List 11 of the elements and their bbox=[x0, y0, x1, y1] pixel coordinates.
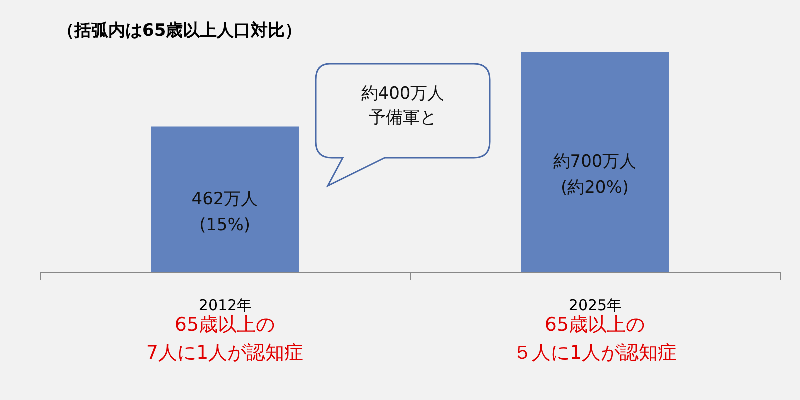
x-tick-label: 2025年 bbox=[568, 296, 622, 314]
annotation: 約400万人 bbox=[360, 83, 446, 106]
text: 7人に1人が認知症 bbox=[146, 342, 304, 364]
text: ５人に1人が認知症 bbox=[512, 342, 678, 364]
data-label: 462万人 (15%) bbox=[192, 189, 258, 236]
chart-title: （括弧内は65歳以上人口対比） bbox=[58, 21, 302, 41]
text: 65歳以上の bbox=[174, 314, 276, 336]
annotation: 予備軍と bbox=[368, 107, 438, 130]
x-tick-label: 2012年 bbox=[198, 296, 252, 314]
data-label: 約700万人 (約20%) bbox=[553, 152, 637, 198]
text: 65歳以上の bbox=[544, 314, 646, 336]
